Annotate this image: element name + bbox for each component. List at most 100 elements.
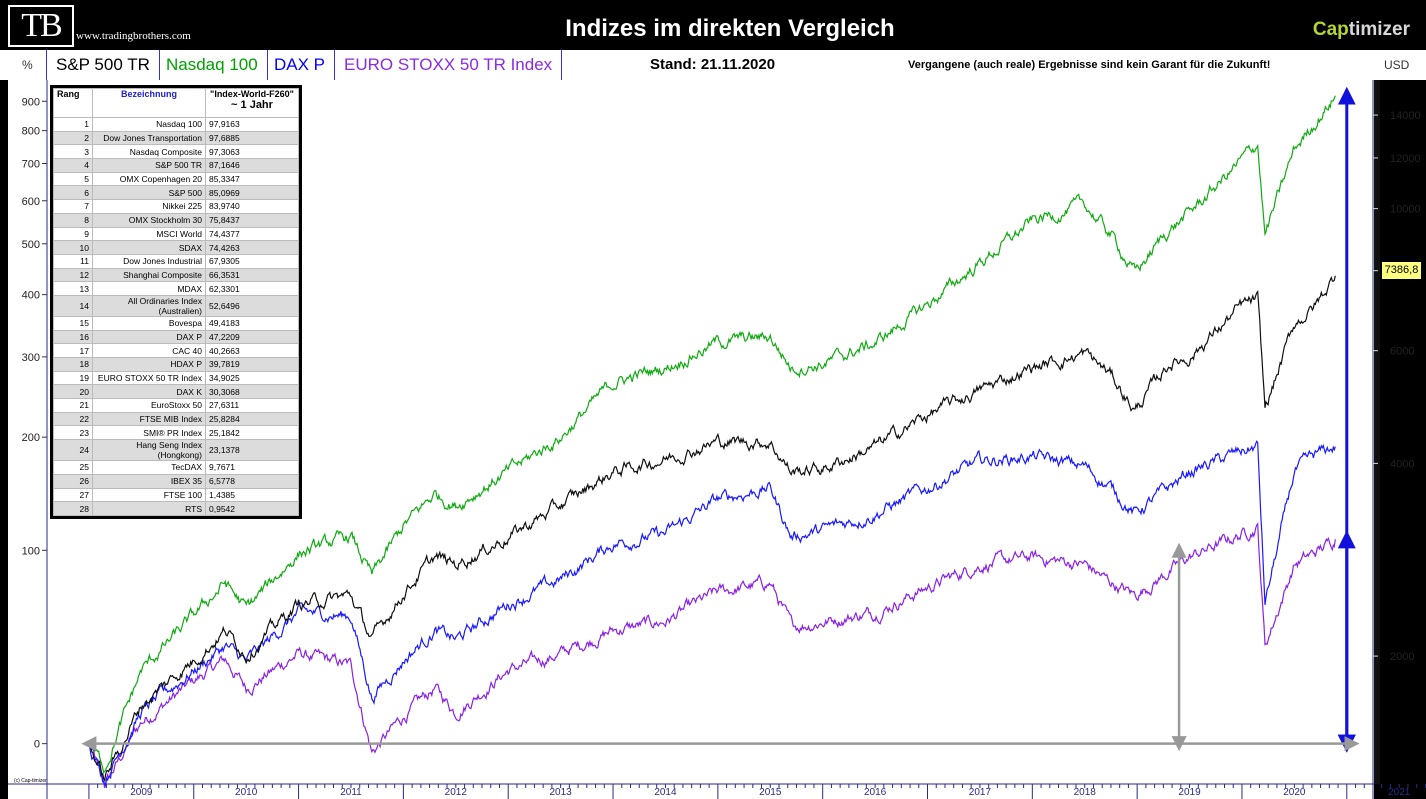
table-row: 2 Dow Jones Transportation 97,6885 bbox=[53, 130, 299, 146]
rank-cell: 1 bbox=[53, 117, 93, 132]
legend-item-sp500tr: S&P 500 TR bbox=[46, 50, 160, 80]
name-cell: MDAX bbox=[92, 281, 206, 296]
rank-cell: 20 bbox=[53, 384, 93, 400]
left-tick-label: 600 bbox=[22, 196, 40, 208]
table-row: 18 HDAX P 39,7819 bbox=[53, 357, 299, 372]
x-tick-label: 2020 bbox=[1283, 787, 1306, 798]
right-tick-label: 12000 bbox=[1390, 153, 1421, 165]
rank-cell: 15 bbox=[53, 315, 93, 331]
x-tick-label: 2019 bbox=[1178, 787, 1201, 798]
table-row: 3 Nasdaq Composite 97,3063 bbox=[53, 144, 299, 160]
brand-part-2: timizer bbox=[1348, 19, 1410, 40]
table-row: 12 Shanghai Composite 66,3531 bbox=[53, 267, 299, 283]
table-row: 22 FTSE MIB Index 25,8284 bbox=[53, 411, 299, 427]
name-cell: DAX K bbox=[92, 384, 206, 400]
rank-cell: 17 bbox=[53, 343, 93, 358]
rank-cell: 27 bbox=[53, 487, 93, 503]
rank-cell: 8 bbox=[53, 212, 93, 228]
table-row: 7 Nikkei 225 83,9740 bbox=[53, 199, 299, 214]
legend-label-daxp: DAX P bbox=[274, 55, 326, 74]
table-row: 21 EuroStoxx 50 27,6311 bbox=[53, 398, 299, 413]
x-tick-label: 2017 bbox=[969, 787, 992, 798]
name-cell: S&P 500 TR bbox=[92, 158, 206, 173]
x-tick-label: 2016 bbox=[864, 787, 887, 798]
table-row: 19 EURO STOXX 50 TR Index 34,9025 bbox=[53, 370, 299, 386]
name-cell: HDAX P bbox=[92, 357, 206, 372]
x-tick-label: 2010 bbox=[235, 787, 258, 798]
last-price-box: 7386,8 bbox=[1381, 261, 1422, 280]
score-col-header: "Index-World-F260" ~ 1 Jahr bbox=[205, 88, 299, 118]
name-cell: TecDAX bbox=[92, 460, 206, 475]
legend-item-nasdaq100: Nasdaq 100 bbox=[157, 50, 268, 80]
left-tick-label: 0 bbox=[34, 739, 40, 751]
series-layer bbox=[88, 95, 1336, 789]
tradingbrothers-logo: TB bbox=[8, 5, 74, 47]
right-tick-label: 6000 bbox=[1390, 346, 1414, 358]
score-cell: 6,5778 bbox=[205, 473, 299, 489]
score-cell: 97,6885 bbox=[205, 130, 299, 146]
table-row: 10 SDAX 74,4263 bbox=[53, 240, 299, 255]
x-tick-label: 2021 bbox=[1388, 787, 1411, 798]
name-cell: RTS bbox=[92, 501, 206, 516]
score-cell: 47,2209 bbox=[205, 329, 299, 345]
score-cell: 25,1842 bbox=[205, 425, 299, 441]
score-col-sub: ~ 1 Jahr bbox=[231, 99, 273, 111]
rank-cell: 16 bbox=[53, 329, 93, 345]
rank-cell: 11 bbox=[53, 253, 93, 269]
score-cell: 67,9305 bbox=[205, 253, 299, 269]
score-col-title: "Index-World-F260" bbox=[210, 89, 294, 99]
score-cell: 9,7671 bbox=[205, 460, 299, 475]
score-cell: 39,7819 bbox=[205, 357, 299, 372]
table-row: 27 FTSE 100 1,4385 bbox=[53, 487, 299, 503]
table-row: 16 DAX P 47,2209 bbox=[53, 329, 299, 345]
right-ruler bbox=[1374, 80, 1380, 784]
score-cell: 27,6311 bbox=[205, 398, 299, 413]
score-cell: 0,9542 bbox=[205, 501, 299, 516]
right-axis-ticks: 2000400060008000100001200014000 bbox=[1373, 110, 1421, 663]
score-cell: 87,1646 bbox=[205, 158, 299, 173]
name-cell: Bovespa bbox=[92, 315, 206, 331]
x-tick-label: 2014 bbox=[654, 787, 677, 798]
legend-label-sp500tr: S&P 500 TR bbox=[56, 55, 150, 74]
x-tick-label: 2015 bbox=[759, 787, 782, 798]
annotation-layer bbox=[81, 86, 1360, 753]
name-cell: MSCI World bbox=[92, 226, 206, 242]
score-cell: 83,9740 bbox=[205, 199, 299, 214]
series-line-euro-stoxx-50-tr-index bbox=[88, 522, 1336, 789]
name-cell: Dow Jones Transportation bbox=[92, 130, 206, 146]
rank-cell: 3 bbox=[53, 144, 93, 160]
name-cell: IBEX 35 bbox=[92, 473, 206, 489]
ranking-table: Rang Bezeichnung "Index-World-F260" ~ 1 J… bbox=[50, 85, 302, 519]
legend-bar: % S&P 500 TR Nasdaq 100 DAX P EURO STOXX… bbox=[0, 50, 1426, 81]
table-row: 20 DAX K 30,3068 bbox=[53, 384, 299, 400]
left-tick-label: 200 bbox=[22, 432, 40, 444]
name-cell: Dow Jones Industrial bbox=[92, 253, 206, 269]
page-title: Indizes im direkten Vergleich bbox=[565, 15, 895, 42]
name-cell: OMX Copenhagen 20 bbox=[92, 171, 206, 187]
header-bar: TB www.tradingbrothers.com Indizes im di… bbox=[0, 0, 1426, 50]
table-row: 14 All Ordinaries Index (Australien) 52,64… bbox=[53, 294, 299, 317]
captimizer-logo: Captimizer bbox=[1313, 19, 1410, 41]
name-cell: SMI® PR Index bbox=[92, 425, 206, 441]
legend-item-eurostoxx: EURO STOXX 50 TR Index bbox=[335, 50, 563, 80]
score-cell: 97,3063 bbox=[205, 144, 299, 160]
x-tick-label: 2013 bbox=[550, 787, 573, 798]
rank-cell: 4 bbox=[53, 158, 93, 173]
score-cell: 66,3531 bbox=[205, 267, 299, 283]
x-tick-label: 2011 bbox=[340, 787, 362, 798]
table-row: 25 TecDAX 9,7671 bbox=[53, 460, 299, 475]
name-cell: SDAX bbox=[92, 240, 206, 255]
rank-cell: 23 bbox=[53, 425, 93, 441]
right-tick-label: 4000 bbox=[1390, 458, 1414, 470]
table-row: 17 CAC 40 40,2663 bbox=[53, 343, 299, 358]
name-cell: Nasdaq Composite bbox=[92, 144, 206, 160]
score-cell: 30,3068 bbox=[205, 384, 299, 400]
name-cell: DAX P bbox=[92, 329, 206, 345]
rank-cell: 21 bbox=[53, 398, 93, 413]
left-tick-label: 500 bbox=[22, 239, 40, 251]
rank-cell: 6 bbox=[53, 185, 93, 201]
left-tick-label: 900 bbox=[22, 96, 40, 108]
table-row: 15 Bovespa 49,4183 bbox=[53, 315, 299, 331]
chart-footer: (c) Cap-timizer bbox=[14, 778, 47, 784]
left-unit-label: % bbox=[22, 58, 33, 72]
